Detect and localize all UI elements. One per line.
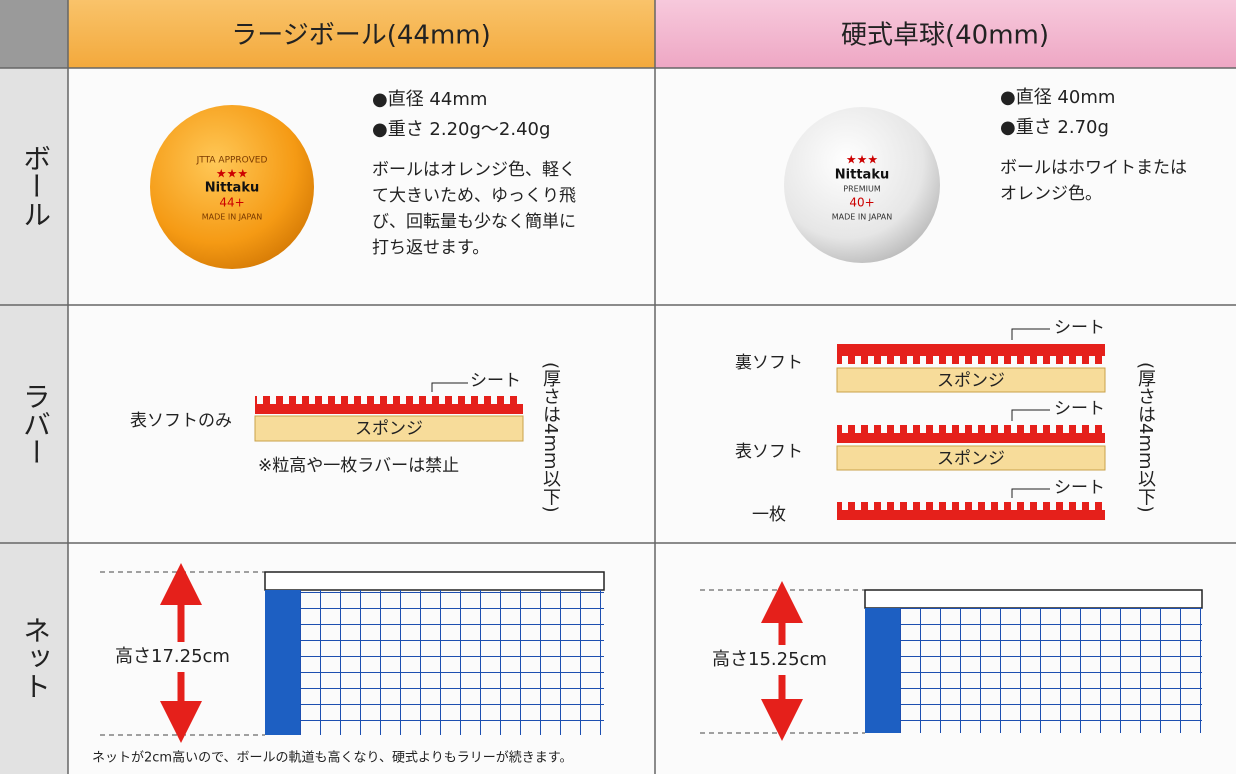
net-height: 高さ15.25cm bbox=[712, 649, 827, 670]
note: ネットが2cm高いので、ボールの軌道も高くなり、硬式よりもラリーが続きます。 bbox=[92, 750, 572, 766]
rubber-diagram bbox=[254, 382, 524, 442]
sheet-label: シート bbox=[470, 371, 521, 391]
rubber-label: 裏ソフト bbox=[735, 353, 803, 373]
thickness: (厚さは4mm以下) bbox=[1135, 362, 1156, 513]
rubber-label: 表ソフト bbox=[735, 442, 803, 462]
ball-print: Nittaku bbox=[835, 168, 889, 183]
net-diagram bbox=[100, 563, 605, 743]
ball-print: 44+ bbox=[219, 196, 244, 210]
ball-print: MADE IN JAPAN bbox=[832, 213, 892, 222]
ball-print: 40+ bbox=[849, 196, 874, 210]
ball-print: Nittaku bbox=[205, 181, 259, 196]
ball-print: PREMIUM bbox=[843, 185, 881, 194]
note: ※粒高や一枚ラバーは禁止 bbox=[258, 456, 459, 476]
spec: ●直径 40mm bbox=[1000, 87, 1115, 108]
ball-hard: ★★★ Nittaku PREMIUM 40+ MADE IN JAPAN bbox=[784, 107, 940, 263]
row-label: ネット bbox=[19, 616, 52, 700]
description-line: ボールはオレンジ色、軽く bbox=[372, 160, 576, 180]
net-height: 高さ17.25cm bbox=[115, 646, 230, 667]
row-label: ボール bbox=[19, 144, 52, 228]
ball-large: JTTA APPROVED ★★★ Nittaku 44+ MADE IN JA… bbox=[150, 105, 314, 269]
spec: ●重さ 2.70g bbox=[1000, 117, 1109, 138]
sheet-label: シート bbox=[1054, 318, 1105, 338]
ball-print: MADE IN JAPAN bbox=[202, 213, 262, 222]
description-line: ボールはホワイトまたは bbox=[1000, 158, 1187, 178]
spec: ●直径 44mm bbox=[372, 89, 487, 110]
spec: ●重さ 2.20g〜2.40g bbox=[372, 119, 550, 140]
description-line: 打ち返せます。 bbox=[372, 238, 489, 258]
ball-print: ★★★ bbox=[216, 167, 248, 181]
sheet-label: シート bbox=[1054, 399, 1105, 419]
column-header: 硬式卓球(40mm) bbox=[841, 21, 1049, 51]
ball-print: ★★★ bbox=[846, 153, 878, 167]
description: ボールはオレンジ色、軽くて大きいため、ゆっくり飛び、回転量も少なく簡単に打ち返せ… bbox=[372, 160, 576, 258]
description-line: び、回転量も少なく簡単に bbox=[372, 212, 576, 232]
description-line: オレンジ色。 bbox=[1000, 184, 1102, 204]
rubber-label: 一枚 bbox=[752, 505, 786, 525]
ball-print: JTTA APPROVED bbox=[196, 156, 268, 166]
net-diagram bbox=[700, 581, 1203, 741]
sponge-label: スポンジ bbox=[937, 371, 1005, 391]
sponge-label: スポンジ bbox=[355, 419, 423, 439]
row-label: ラバー bbox=[19, 382, 52, 466]
rubber-label: 表ソフトのみ bbox=[130, 411, 232, 431]
description-line: て大きいため、ゆっくり飛 bbox=[372, 186, 576, 206]
thickness: (厚さは4mm以下) bbox=[540, 362, 561, 513]
sponge-label: スポンジ bbox=[937, 449, 1005, 469]
column-header: ラージボール(44mm) bbox=[231, 21, 491, 51]
rubber-diagram bbox=[836, 328, 1106, 520]
sheet-label: シート bbox=[1054, 478, 1105, 498]
